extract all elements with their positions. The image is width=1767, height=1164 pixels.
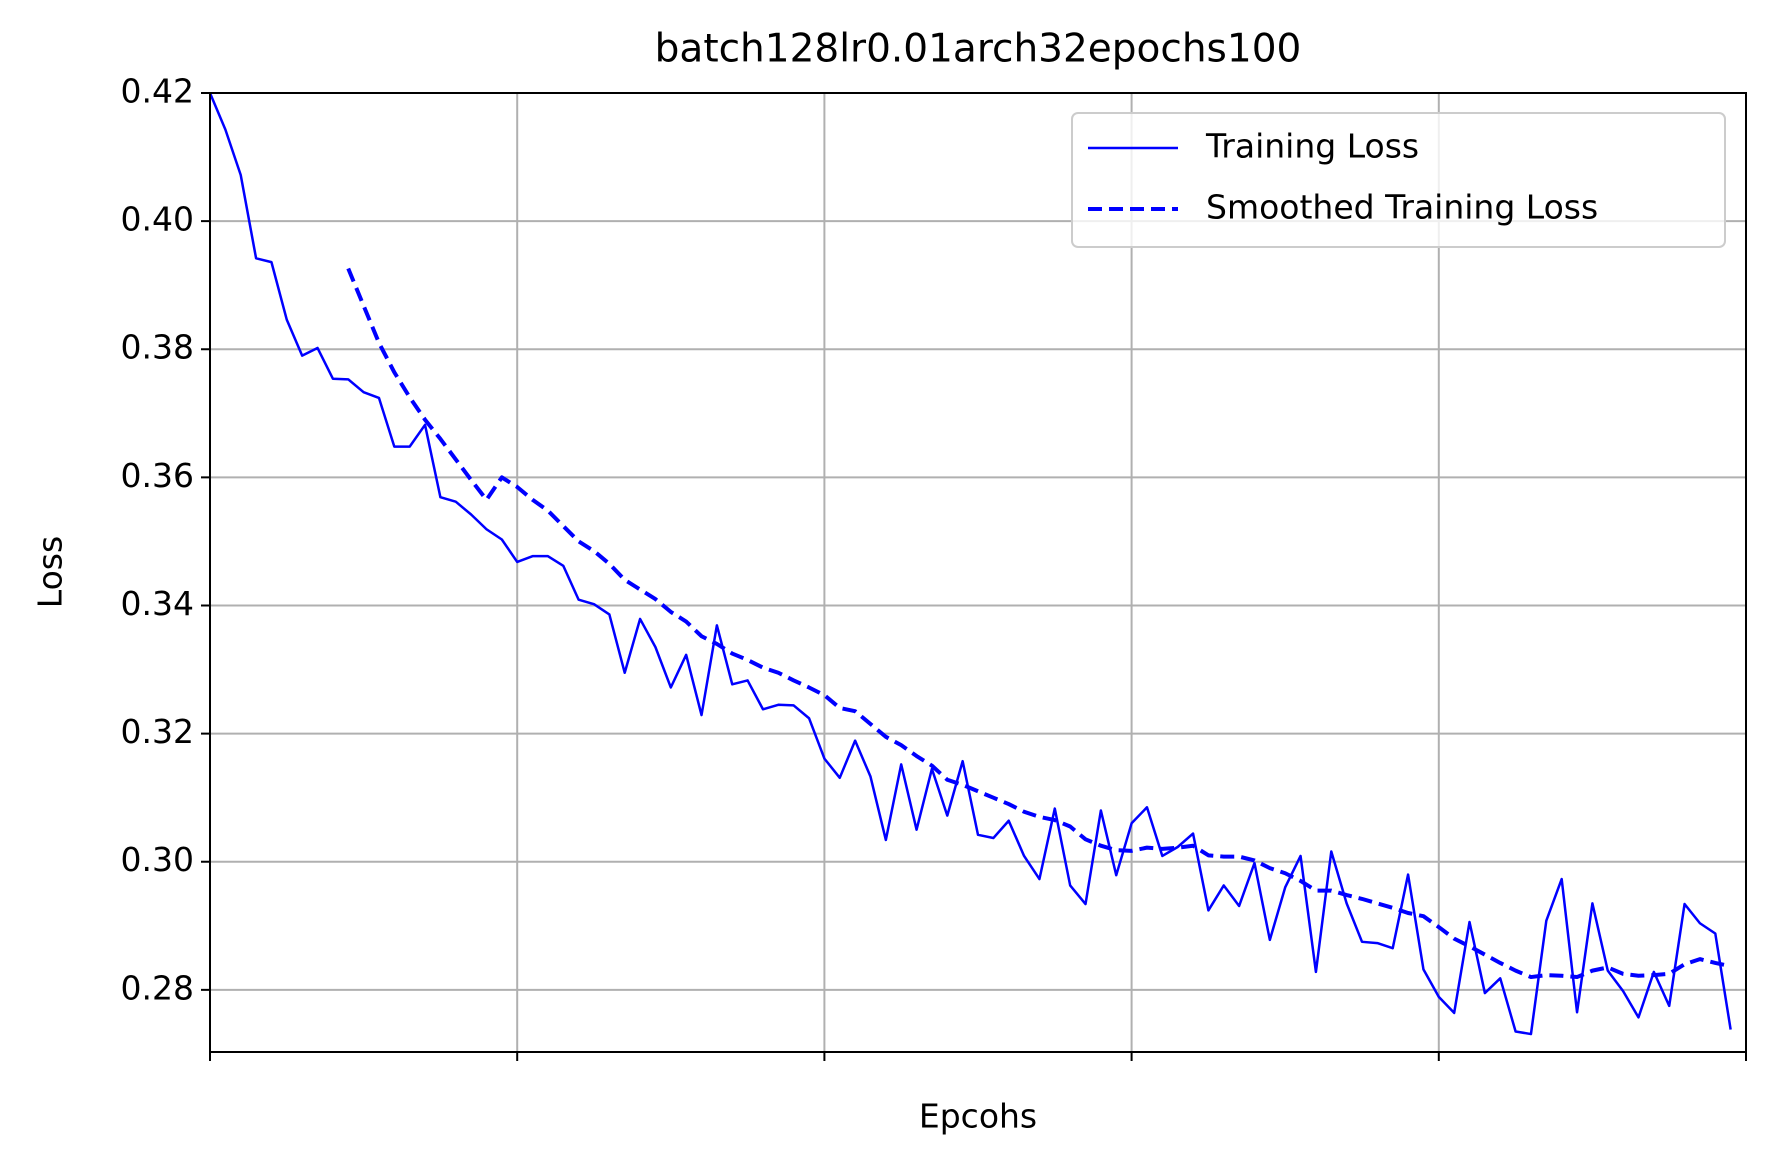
y-tick-label: 0.38: [121, 328, 194, 367]
y-axis-label: Loss: [31, 536, 70, 608]
legend-box: [1071, 112, 1726, 248]
legend-label: Smoothed Training Loss: [1206, 188, 1598, 227]
y-tick-label: 0.42: [121, 72, 194, 111]
y-tick-label: 0.36: [121, 456, 194, 495]
legend-label: Training Loss: [1205, 127, 1419, 166]
data-line: [346, 267, 1732, 980]
y-tick-label: 0.34: [121, 584, 194, 623]
data-line: [208, 92, 1732, 1036]
y-tick-label: 0.30: [121, 840, 194, 879]
y-tick-label: 0.40: [121, 200, 194, 239]
y-tick-label: 0.32: [121, 712, 194, 751]
plot-frame: [209, 92, 1747, 1053]
x-axis-label: Epcohs: [919, 1097, 1037, 1136]
y-tick-label: 0.28: [121, 968, 194, 1007]
chart-title: batch128lr0.01arch32epochs100: [655, 27, 1302, 72]
